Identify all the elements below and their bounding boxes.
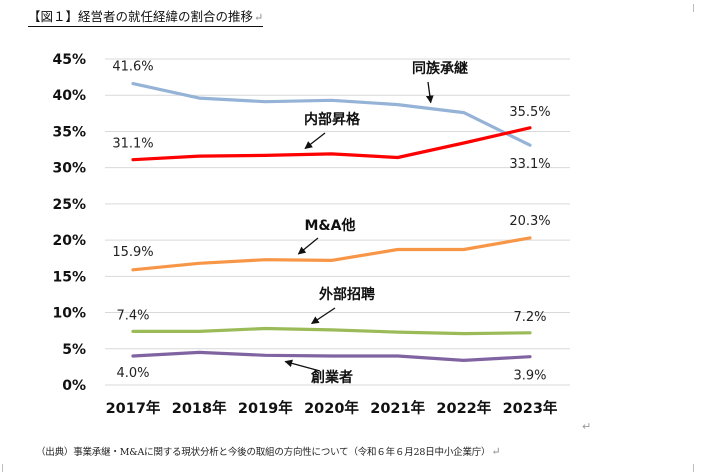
data-label: 15.9% [112,245,153,260]
data-labels: 41.6% 33.1% 31.1% 35.5% 15.9% 20.3% 7.4% 7.2% 4.… [112,60,550,384]
series-label: 同族承継 [412,60,468,77]
series-label: M&A他 [305,217,356,234]
y-tick-label: 10% [52,306,86,322]
data-label: 4.0% [116,366,149,381]
gridlines [105,58,570,386]
x-tick-label: 2020年 [304,399,359,417]
paragraph-mark-icon: ↵ [491,445,501,458]
x-tick-label: 2017年 [106,399,161,417]
x-tick-label: 2018年 [172,399,227,417]
y-tick-label: 0% [62,378,86,394]
data-label: 31.1% [112,137,153,152]
x-tick-label: 2021年 [370,399,425,417]
series-line [131,236,532,272]
corner-crop-mark [693,464,694,472]
series-line [131,126,532,162]
y-tick-label: 15% [52,269,86,285]
data-label: 33.1% [509,157,550,172]
series-line [131,81,532,147]
series-line [131,350,532,362]
series-label: 創業者 [310,369,353,386]
y-tick-label: 45% [52,52,86,68]
data-label: 7.2% [513,310,546,325]
series-label: 内部昇格 [304,111,361,128]
y-axis-ticks: 0% 5% 10% 15% 20% 25% 30% 35% 40% 45% [52,52,86,394]
x-tick-label: 2022年 [436,399,491,417]
source-note: （出典）事業承継・M&Aに関する現状分析と今後の取組の方向性について（令和６年６… [36,444,501,458]
y-tick-label: 25% [52,197,86,213]
corner-crop-mark [2,464,3,472]
data-label: 41.6% [112,60,153,75]
x-tick-label: 2019年 [238,399,293,417]
x-axis-ticks: 2017年 2018年 2019年 2020年 2021年 2022年 2023年 [106,399,558,417]
series-lines [131,81,532,362]
series-label-arrow [311,307,336,325]
y-tick-label: 40% [52,88,86,104]
corner-crop-mark [693,4,694,12]
series-label-arrow [425,81,434,104]
document-title: 【図１】経営者の就任経緯の割合の推移↵ [28,6,264,27]
series-label-arrow [297,237,319,255]
series-label-arrow [284,359,321,372]
paragraph-mark-icon: ↵ [254,11,264,24]
series-label: 外部招聘 [319,286,375,303]
y-tick-label: 30% [52,161,86,177]
document-title-text: 【図１】経営者の就任経緯の割合の推移 [28,9,254,24]
paragraph-mark-icon: ↵ [582,420,592,433]
data-label: 7.4% [116,308,149,323]
y-tick-label: 5% [62,342,86,358]
series-line [131,326,532,336]
series-label-arrow [304,132,326,149]
y-tick-label: 20% [52,233,86,249]
data-label: 3.9% [513,369,546,384]
x-tick-label: 2023年 [503,399,558,417]
data-label: 20.3% [509,214,550,229]
data-label: 35.5% [509,105,550,120]
source-note-text: （出典）事業承継・M&Aに関する現状分析と今後の取組の方向性について（令和６年６… [36,447,491,458]
y-tick-label: 35% [52,124,86,140]
